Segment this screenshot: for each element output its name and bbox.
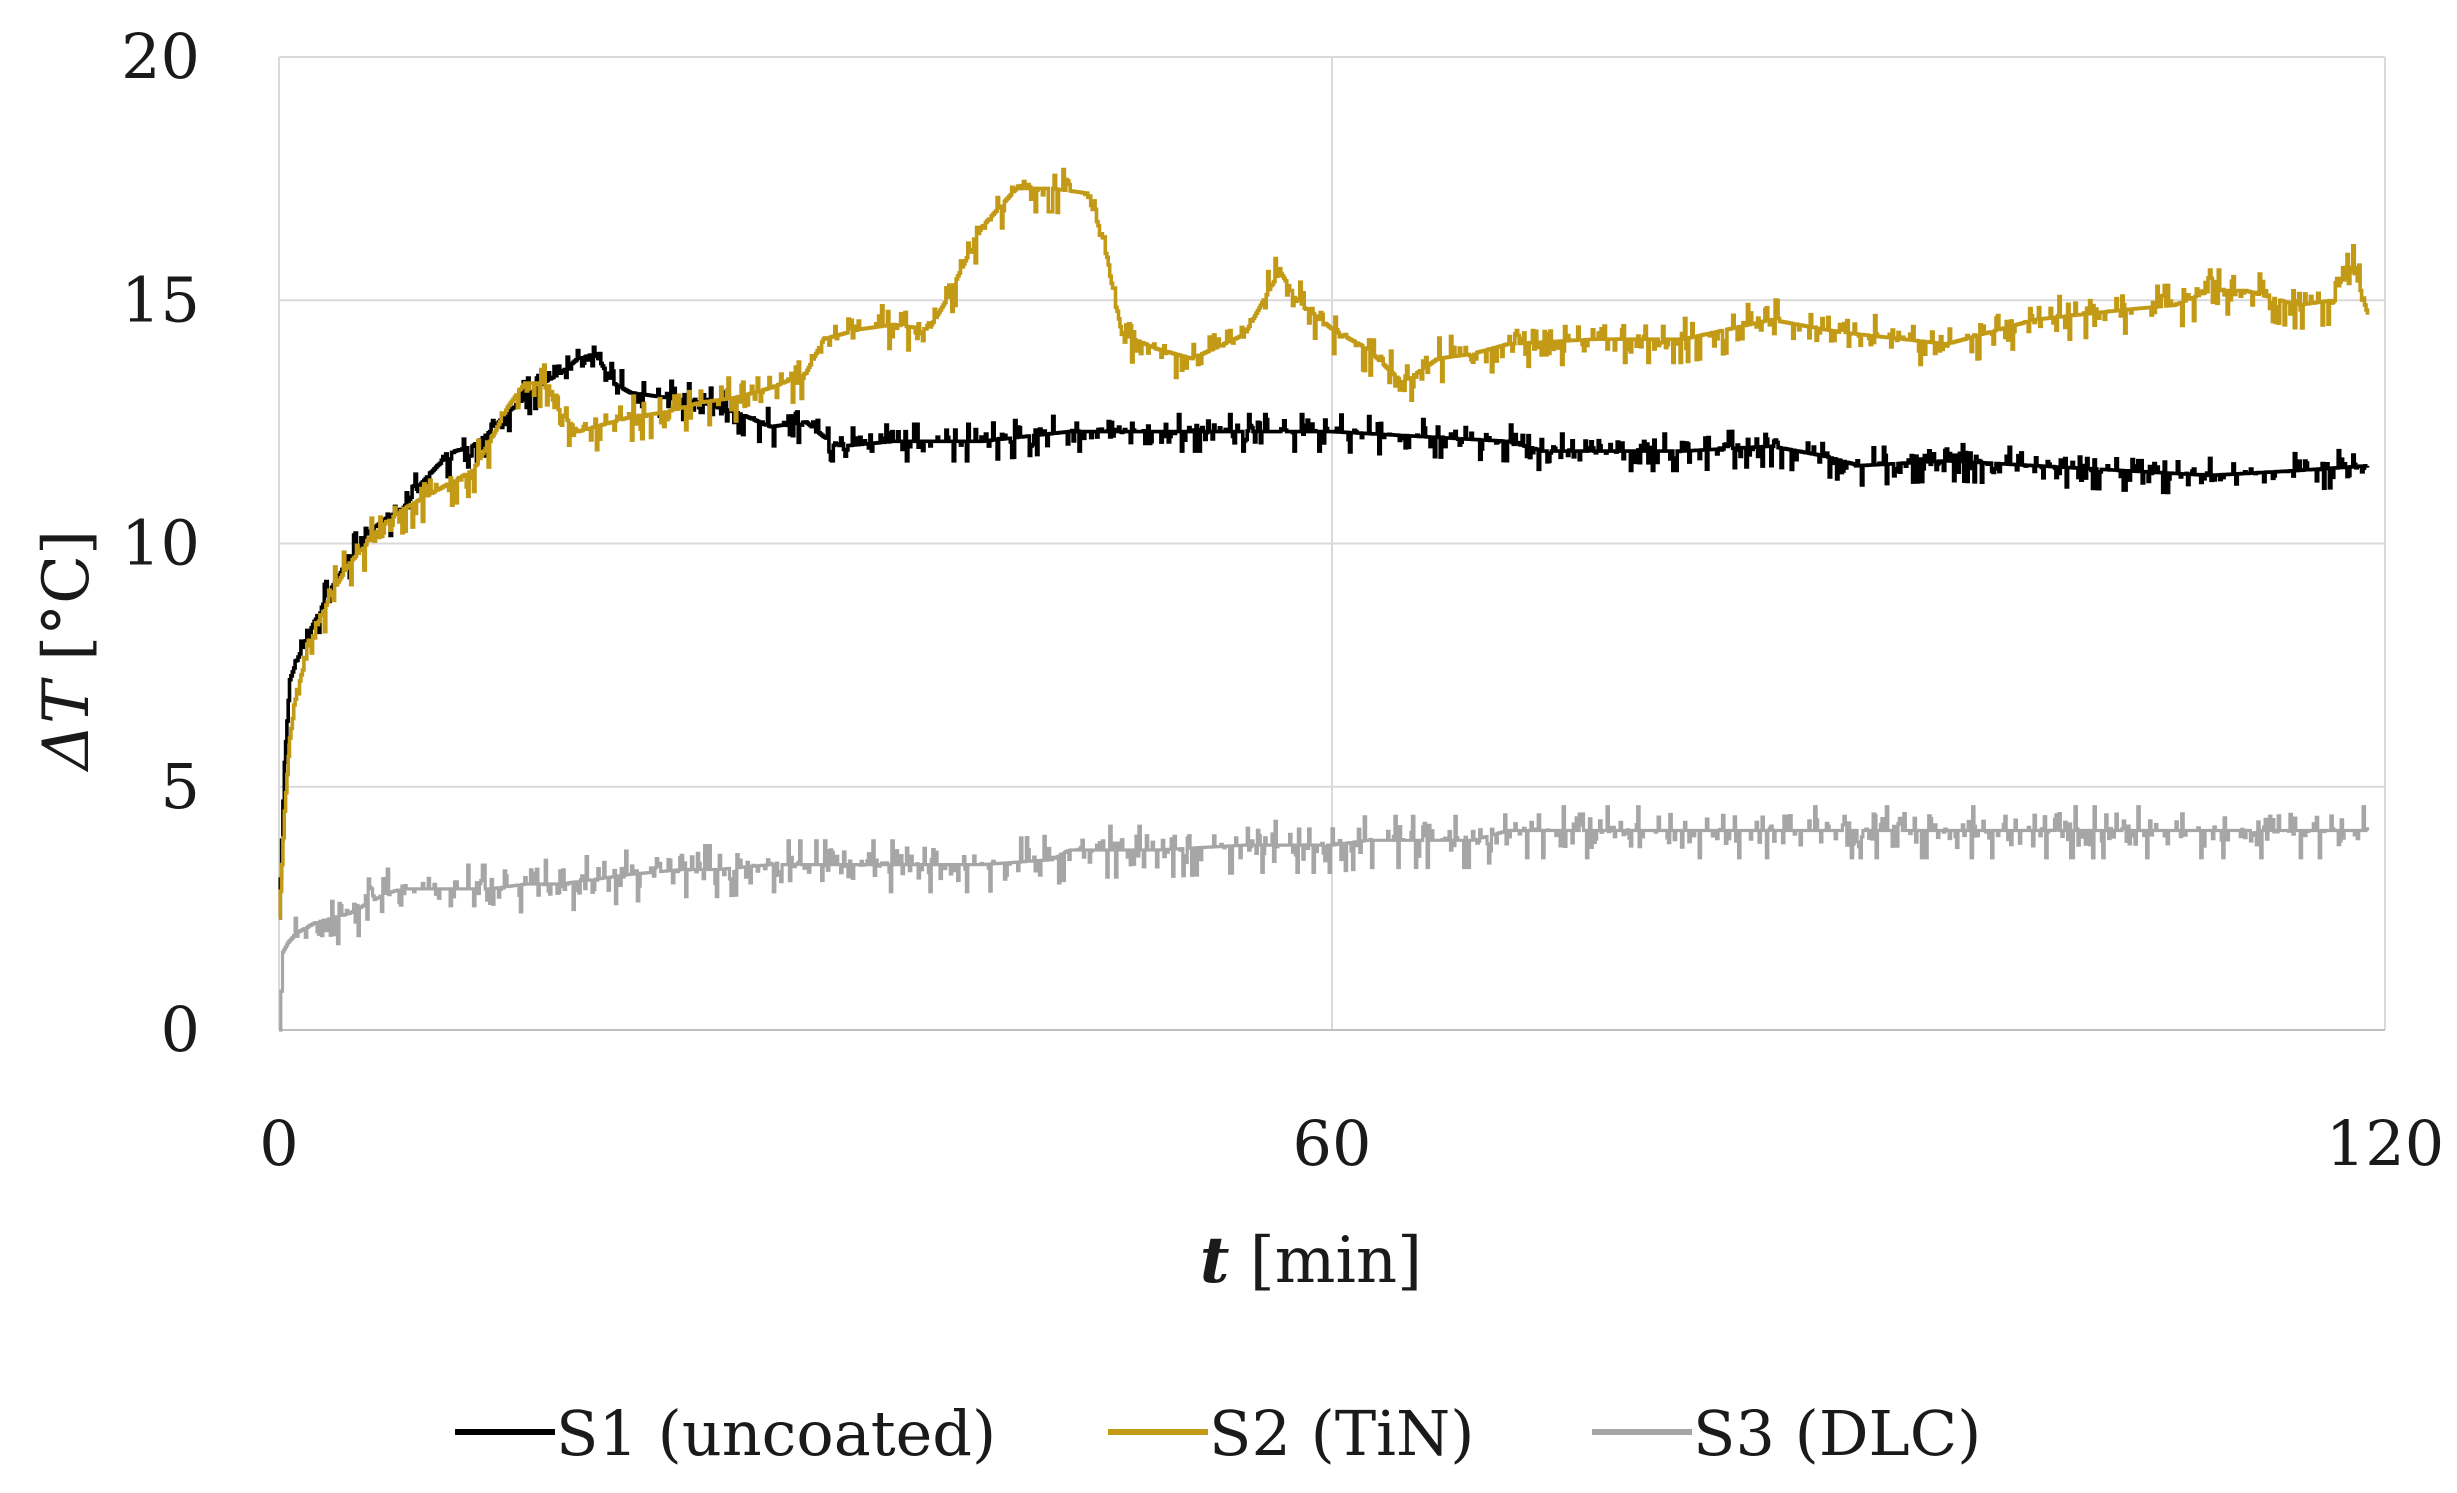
x-axis-unit: [min]	[1229, 1224, 1422, 1298]
y-tick-label: 0	[161, 993, 200, 1066]
y-tick-label: 15	[121, 263, 200, 336]
x-tick-label: 0	[259, 1107, 298, 1180]
x-axis-title: t [min]	[1200, 1223, 1422, 1298]
legend-label-s2: S2 (TiN)	[1209, 1397, 1474, 1470]
x-tick-label: 120	[2326, 1107, 2444, 1180]
y-axis-variable: ΔT	[30, 677, 104, 773]
legend-label-s3: S3 (DLC)	[1693, 1397, 1981, 1470]
x-tick-label: 60	[1293, 1107, 1372, 1180]
x-tick-labels: 0 60 120	[259, 1107, 2444, 1180]
y-axis-unit: [°C]	[30, 530, 104, 681]
y-tick-label: 5	[161, 750, 200, 823]
y-axis-title: ΔT [°C]	[30, 530, 104, 773]
y-tick-label: 10	[121, 507, 200, 580]
legend-item-s1: S1 (uncoated)	[455, 1397, 996, 1470]
series-line-s3	[279, 805, 2370, 1032]
y-tick-labels: 0 5 10 15 20	[121, 20, 200, 1066]
series-line-s1	[278, 345, 2370, 920]
series-line-s2	[278, 167, 2370, 920]
grid	[278, 56, 2386, 1031]
legend: S1 (uncoated) S2 (TiN) S3 (DLC)	[455, 1397, 1981, 1470]
legend-label-s1: S1 (uncoated)	[556, 1397, 996, 1470]
legend-item-s3: S3 (DLC)	[1592, 1397, 1981, 1470]
series-lines	[278, 167, 2370, 1032]
y-tick-label: 20	[121, 20, 200, 93]
legend-item-s2: S2 (TiN)	[1108, 1397, 1474, 1470]
x-axis-variable: t	[1200, 1223, 1230, 1298]
